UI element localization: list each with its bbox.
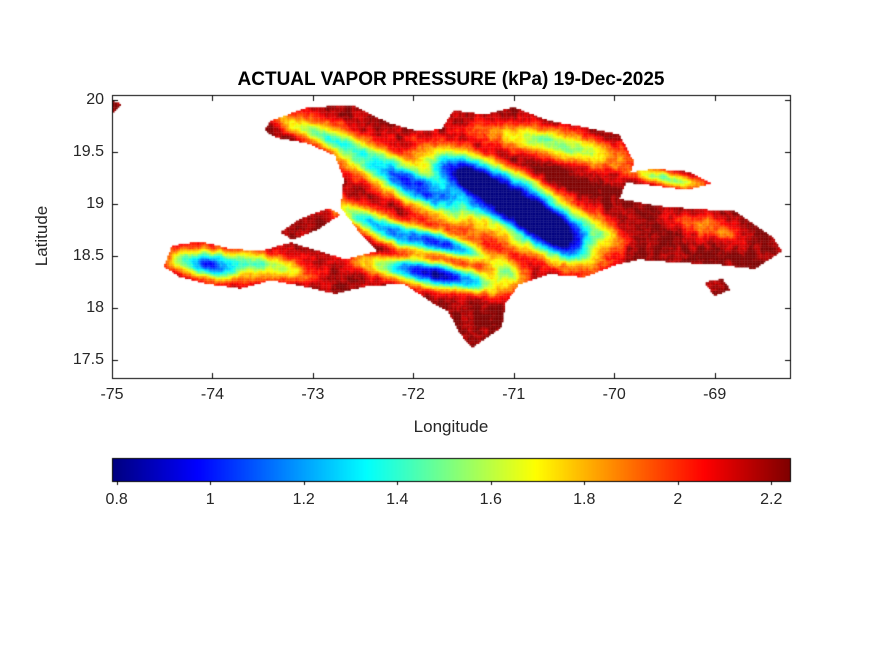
y-tick-label-4: 18 bbox=[86, 299, 104, 317]
y-tick-label-1: 19.5 bbox=[72, 143, 104, 161]
x-tick-label-1: -74 bbox=[200, 386, 224, 403]
colorbar-tick-label-6: 2 bbox=[673, 491, 683, 508]
colorbar-tick-label-2: 1.2 bbox=[292, 491, 315, 508]
colorbar-tick-label-5: 1.8 bbox=[573, 491, 596, 508]
x-tick-label-4: -71 bbox=[502, 386, 526, 403]
x-tick-label-0: -75 bbox=[100, 386, 124, 403]
x-axis-label: Longitude bbox=[413, 417, 489, 436]
x-tick-label-3: -72 bbox=[401, 386, 425, 403]
y-tick-label-3: 18.5 bbox=[72, 247, 104, 265]
y-axis-label: Latitude bbox=[32, 205, 51, 267]
colorbar-tick-label-3: 1.4 bbox=[386, 491, 409, 508]
chart-title: ACTUAL VAPOR PRESSURE (kPa) 19-Dec-2025 bbox=[237, 69, 665, 90]
x-tick-label-6: -69 bbox=[703, 386, 727, 403]
y-tick-label-2: 19 bbox=[86, 195, 104, 213]
colorbar-tick-label-7: 2.2 bbox=[760, 491, 783, 508]
x-tick-label-5: -70 bbox=[602, 386, 626, 403]
colorbar-tick-label-1: 1 bbox=[205, 491, 215, 508]
colorbar-tick-label-4: 1.6 bbox=[479, 491, 502, 508]
y-tick-label-5: 17.5 bbox=[72, 351, 104, 369]
y-tick-label-0: 20 bbox=[86, 91, 104, 109]
x-tick-label-2: -73 bbox=[301, 386, 325, 403]
colorbar-tick-label-0: 0.8 bbox=[105, 491, 128, 508]
